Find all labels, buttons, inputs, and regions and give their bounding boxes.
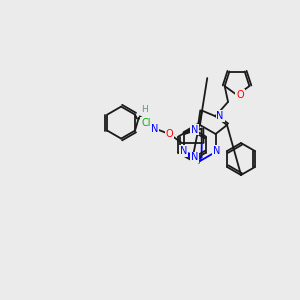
Text: Cl: Cl xyxy=(141,118,151,128)
Text: O: O xyxy=(236,90,244,100)
Text: N: N xyxy=(191,124,199,135)
Text: N: N xyxy=(216,111,224,121)
Text: O: O xyxy=(166,129,173,139)
Text: N: N xyxy=(191,152,199,162)
Text: N: N xyxy=(151,124,159,134)
Text: N: N xyxy=(180,146,187,156)
Text: N: N xyxy=(213,146,220,156)
Text: H: H xyxy=(141,105,148,114)
